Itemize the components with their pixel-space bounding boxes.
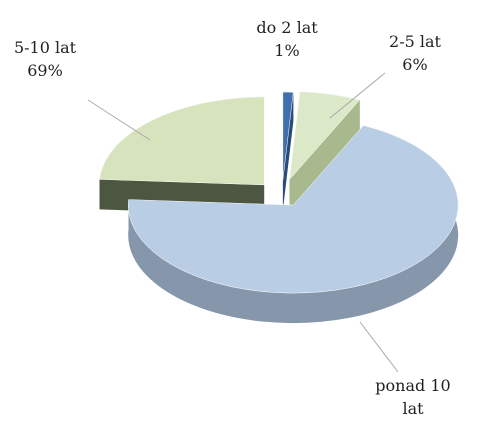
leader-line (329, 72, 386, 119)
slice-label: 5-10 lat 69% (0, 36, 90, 82)
slice-wall (289, 99, 360, 210)
pie-slice (99, 96, 265, 186)
pie-slice (289, 91, 361, 181)
category-label: do 2 lat (256, 18, 318, 37)
value-label: 6% (402, 55, 428, 74)
slice-label: ponad 10 lat24% (368, 374, 458, 423)
category-label: ponad 10 lat (375, 376, 451, 418)
slice-label: do 2 lat 1% (242, 16, 332, 62)
leader-line (87, 99, 151, 141)
category-label: 2-5 lat (389, 32, 441, 51)
value-label: 1% (274, 41, 300, 60)
category-label: 5-10 lat (13, 38, 77, 57)
slice-tops (99, 91, 459, 294)
slice-label: 2-5 lat 6% (370, 30, 460, 76)
pie-slice (282, 91, 294, 181)
leader-lines (87, 72, 399, 373)
leader-line (359, 321, 399, 373)
value-label: 69% (27, 61, 63, 80)
pie-slice (127, 125, 459, 294)
